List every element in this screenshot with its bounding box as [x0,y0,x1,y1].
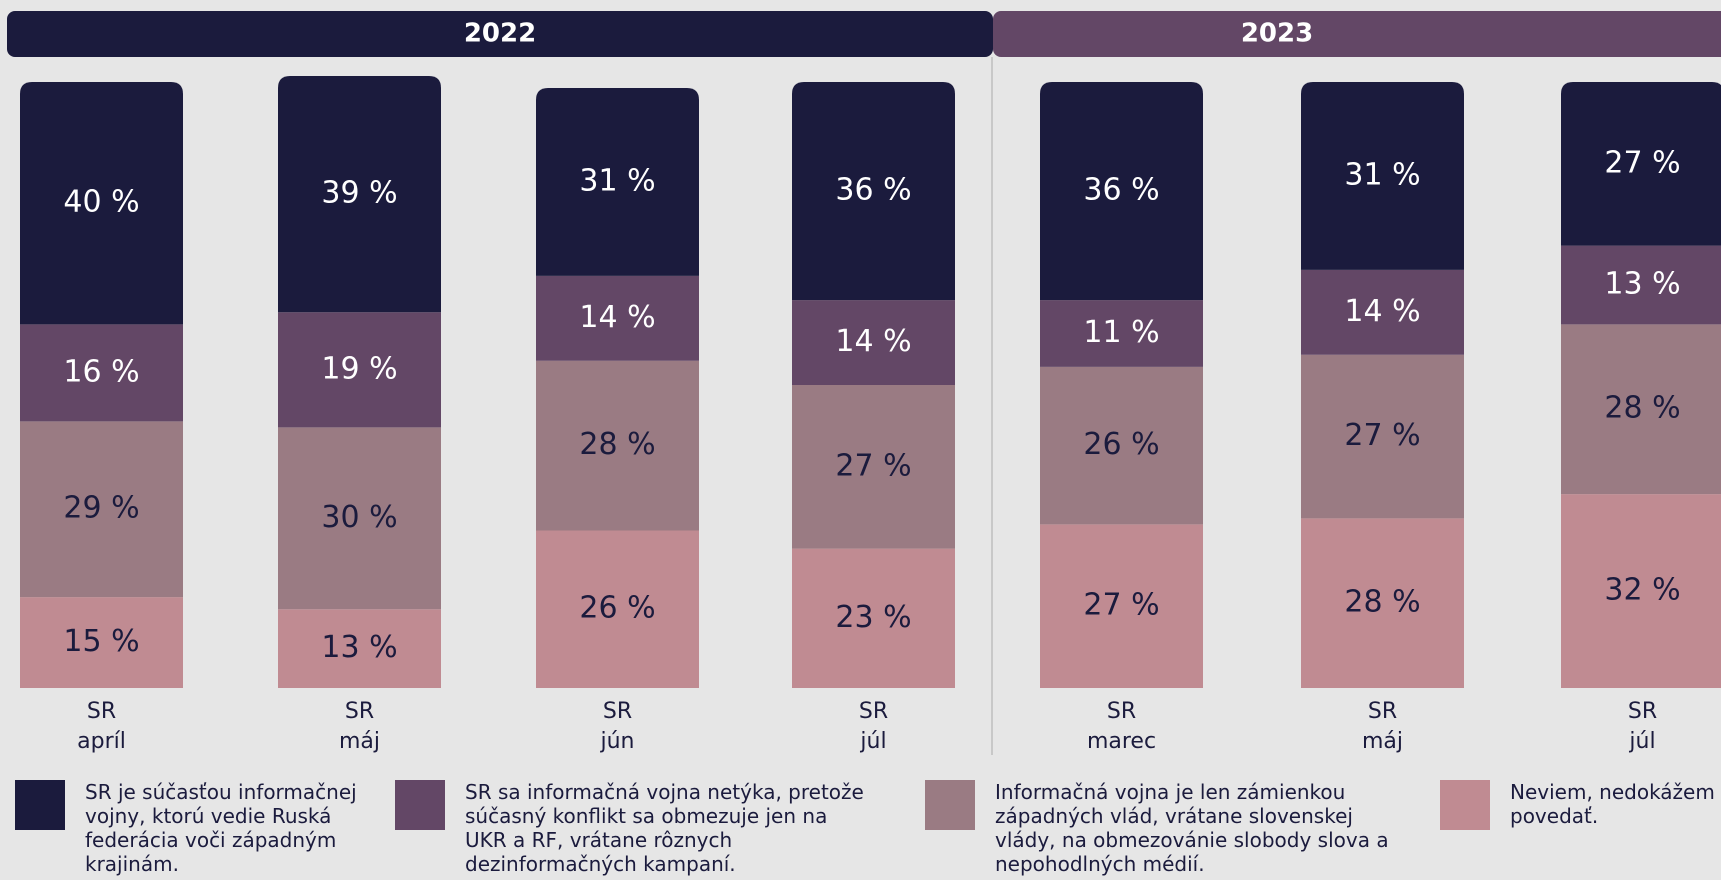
value-label: 26 % [579,591,655,626]
x-tick-label: júl [859,729,886,754]
bar-segment [792,385,955,549]
legend-label: Informačná vojna je len zámienkou západn… [995,780,1389,876]
value-label: 23 % [835,600,911,635]
x-tick-label: SR [603,699,632,724]
value-label: 14 % [835,324,911,359]
x-tick-label: apríl [77,729,126,754]
x-tick-label: SR [345,699,374,724]
value-label: 36 % [1083,173,1159,208]
bar-segment [1301,269,1464,355]
legend-item: SR je súčasťou informačnej vojny, ktorú … [15,780,385,876]
value-label: 36 % [835,173,911,208]
value-label: 28 % [579,427,655,462]
bar-segment [1301,82,1464,270]
bar-segment [1561,82,1721,246]
x-tick-label: máj [339,729,380,754]
bar-segment [20,421,183,598]
bar-segment [1561,245,1721,325]
value-label: 19 % [321,351,397,386]
value-label: 16 % [63,354,139,389]
bar-segment [278,427,441,610]
x-tick-label: jún [600,729,635,754]
bar-segment [1040,366,1203,525]
legend-item: Neviem, nedokážem povedať. [1440,780,1721,830]
bar-segment [1040,524,1203,688]
value-label: 26 % [1083,427,1159,462]
value-label: 13 % [1604,267,1680,302]
bar-segment [792,82,955,301]
bar-segment [1561,494,1721,688]
group-label: 2022 [464,19,536,49]
value-label: 31 % [579,163,655,198]
legend-swatch [1440,780,1490,830]
group-label: 2023 [1241,19,1313,49]
x-tick-label: SR [1107,699,1136,724]
bar-segment [1301,518,1464,688]
x-tick-label: marec [1087,729,1156,754]
bar-segment [1301,354,1464,519]
group-header [7,11,993,57]
bar-segment [20,82,183,325]
value-label: 14 % [579,300,655,335]
bar-segment [1040,82,1203,301]
legend-label: Neviem, nedokážem povedať. [1510,780,1715,828]
legend-swatch [925,780,975,830]
x-tick-label: máj [1362,729,1403,754]
value-label: 32 % [1604,573,1680,608]
value-label: 15 % [63,624,139,659]
legend-swatch [15,780,65,830]
legend-item: Informačná vojna je len zámienkou západn… [925,780,1395,876]
value-label: 39 % [321,176,397,211]
value-label: 14 % [1344,294,1420,329]
value-label: 30 % [321,500,397,535]
bar-segment [278,75,441,313]
bar-segment [278,609,441,688]
value-label: 27 % [835,448,911,483]
value-label: 40 % [63,185,139,220]
x-tick-label: júl [1628,729,1655,754]
value-label: 31 % [1344,157,1420,192]
bar-segment [278,312,441,428]
value-label: 28 % [1604,391,1680,426]
value-label: 13 % [321,630,397,665]
legend-label: SR sa informačná vojna netýka, pretože s… [465,780,864,876]
bar-segment [1040,300,1203,367]
value-label: 28 % [1344,585,1420,620]
legend-label: SR je súčasťou informačnej vojny, ktorú … [85,780,357,876]
bar-segment [792,548,955,688]
bar-segment [20,324,183,422]
value-label: 27 % [1344,418,1420,453]
bar-segment [536,530,699,688]
bar-segment [20,597,183,688]
value-label: 27 % [1083,588,1159,623]
legend-swatch [395,780,445,830]
value-label: 27 % [1604,145,1680,180]
bar-segment [536,360,699,531]
x-tick-label: SR [859,699,888,724]
value-label: 11 % [1083,315,1159,350]
value-label: 29 % [63,491,139,526]
bar-segment [536,88,699,276]
group-header [993,11,1721,57]
x-tick-label: SR [87,699,116,724]
x-tick-label: SR [1368,699,1397,724]
bar-segment [536,275,699,361]
bar-segment [792,300,955,385]
legend-item: SR sa informačná vojna netýka, pretože s… [395,780,875,876]
x-tick-label: SR [1628,699,1657,724]
bar-segment [1561,324,1721,495]
